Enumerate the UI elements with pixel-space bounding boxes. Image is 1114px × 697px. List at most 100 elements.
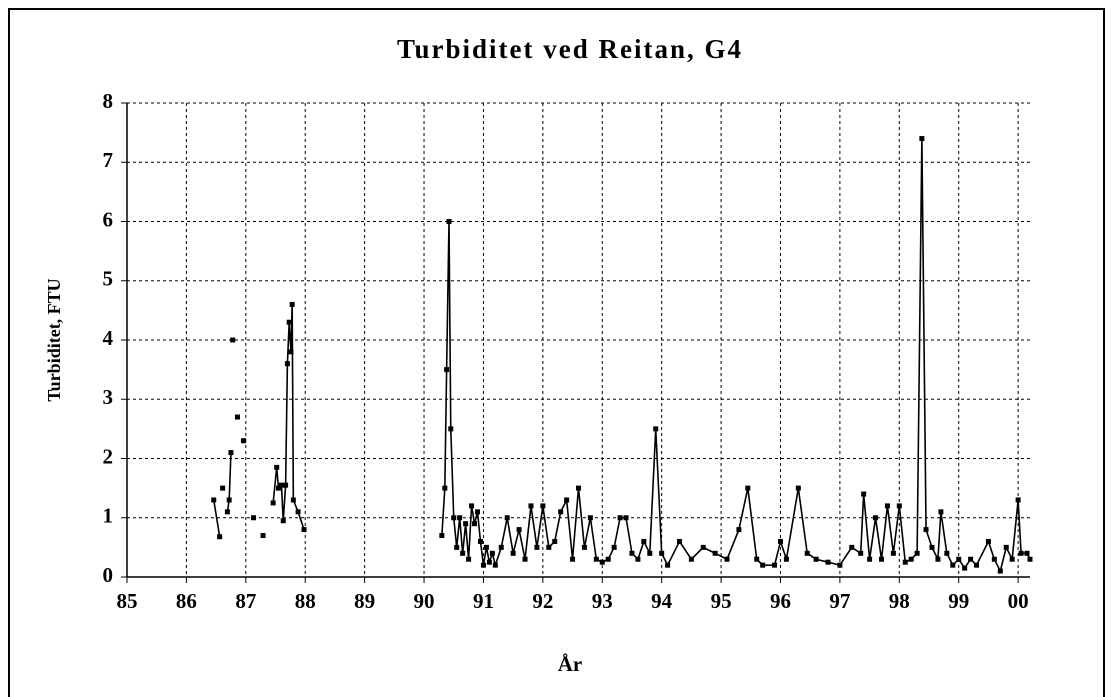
data-point xyxy=(783,556,789,562)
data-point xyxy=(510,550,516,556)
data-line xyxy=(212,499,221,537)
data-point xyxy=(647,550,653,556)
data-point xyxy=(469,503,475,509)
data-point xyxy=(712,550,718,556)
data-point xyxy=(480,562,486,568)
data-point xyxy=(985,538,991,544)
x-tick-label: 91 xyxy=(473,589,494,613)
data-point xyxy=(289,301,295,307)
y-tick-label: 4 xyxy=(103,326,114,350)
x-tick-label: 98 xyxy=(889,589,910,613)
data-point xyxy=(576,485,581,491)
data-point xyxy=(226,497,232,503)
data-point xyxy=(558,509,564,515)
data-point xyxy=(483,544,489,550)
data-point xyxy=(968,556,974,562)
data-point xyxy=(884,503,890,509)
chart-frame xyxy=(8,8,1105,697)
data-point xyxy=(270,500,276,506)
data-point xyxy=(240,438,246,444)
data-point xyxy=(552,538,558,544)
data-point xyxy=(463,521,469,527)
x-tick-label: 85 xyxy=(117,589,138,613)
data-point xyxy=(760,562,766,568)
data-point xyxy=(688,556,694,562)
data-point xyxy=(442,485,448,491)
data-point xyxy=(284,361,290,367)
data-point xyxy=(676,538,682,544)
data-point xyxy=(665,562,671,568)
data-point xyxy=(234,414,240,420)
data-point xyxy=(908,556,914,562)
data-point xyxy=(858,550,864,556)
data-point xyxy=(564,497,570,503)
data-point xyxy=(286,319,292,325)
data-point xyxy=(516,527,522,533)
data-point xyxy=(251,515,257,521)
data-point xyxy=(605,556,611,562)
data-point xyxy=(623,515,629,521)
data-point xyxy=(439,533,445,539)
data-point xyxy=(472,521,478,527)
data-point xyxy=(534,544,540,550)
data-point xyxy=(825,559,831,565)
data-point xyxy=(288,349,294,355)
data-point xyxy=(230,337,236,343)
x-tick-label: 00 xyxy=(1008,589,1029,613)
data-point xyxy=(260,533,266,539)
data-point xyxy=(451,515,457,521)
data-point xyxy=(754,556,760,562)
data-point xyxy=(504,515,510,521)
data-point xyxy=(1027,556,1033,562)
data-point xyxy=(938,509,944,515)
data-point xyxy=(448,426,454,432)
data-point xyxy=(890,550,896,556)
data-point xyxy=(923,527,929,533)
data-point xyxy=(475,509,481,515)
data-point xyxy=(991,556,997,562)
data-point xyxy=(301,527,307,533)
data-point xyxy=(1003,544,1009,550)
chart-title: Turbiditet ved Reitan, G4 xyxy=(397,34,743,64)
data-point xyxy=(460,550,466,556)
data-point xyxy=(528,503,534,509)
data-point xyxy=(581,544,587,550)
data-point xyxy=(1009,556,1015,562)
y-tick-label: 0 xyxy=(103,563,114,587)
x-tick-label: 92 xyxy=(532,589,553,613)
data-point xyxy=(290,497,296,503)
data-point xyxy=(220,485,226,491)
y-tick-label: 7 xyxy=(103,148,114,172)
data-point xyxy=(466,556,472,562)
data-point xyxy=(974,562,980,568)
data-point xyxy=(617,515,623,521)
data-point xyxy=(813,556,819,562)
data-point xyxy=(653,426,659,432)
y-tick-label: 3 xyxy=(103,385,114,409)
data-point xyxy=(902,559,908,565)
data-point xyxy=(777,538,783,544)
data-point xyxy=(498,544,504,550)
data-point xyxy=(278,482,284,488)
data-point xyxy=(950,562,956,568)
y-tick-label: 6 xyxy=(103,207,114,231)
data-point xyxy=(935,556,941,562)
data-point xyxy=(956,556,962,562)
data-point xyxy=(599,559,605,565)
data-point xyxy=(217,534,223,540)
data-point xyxy=(736,527,742,533)
x-tick-label: 86 xyxy=(176,589,197,613)
data-point xyxy=(546,544,552,550)
data-point xyxy=(570,556,576,562)
data-point xyxy=(878,556,884,562)
x-axis-label: År xyxy=(558,652,583,676)
data-point xyxy=(224,509,230,515)
data-point xyxy=(489,550,495,556)
data-point xyxy=(772,562,778,568)
data-point xyxy=(477,538,483,544)
data-point xyxy=(641,538,647,544)
data-point xyxy=(659,550,665,556)
data-point xyxy=(849,544,855,550)
data-point xyxy=(444,367,450,373)
